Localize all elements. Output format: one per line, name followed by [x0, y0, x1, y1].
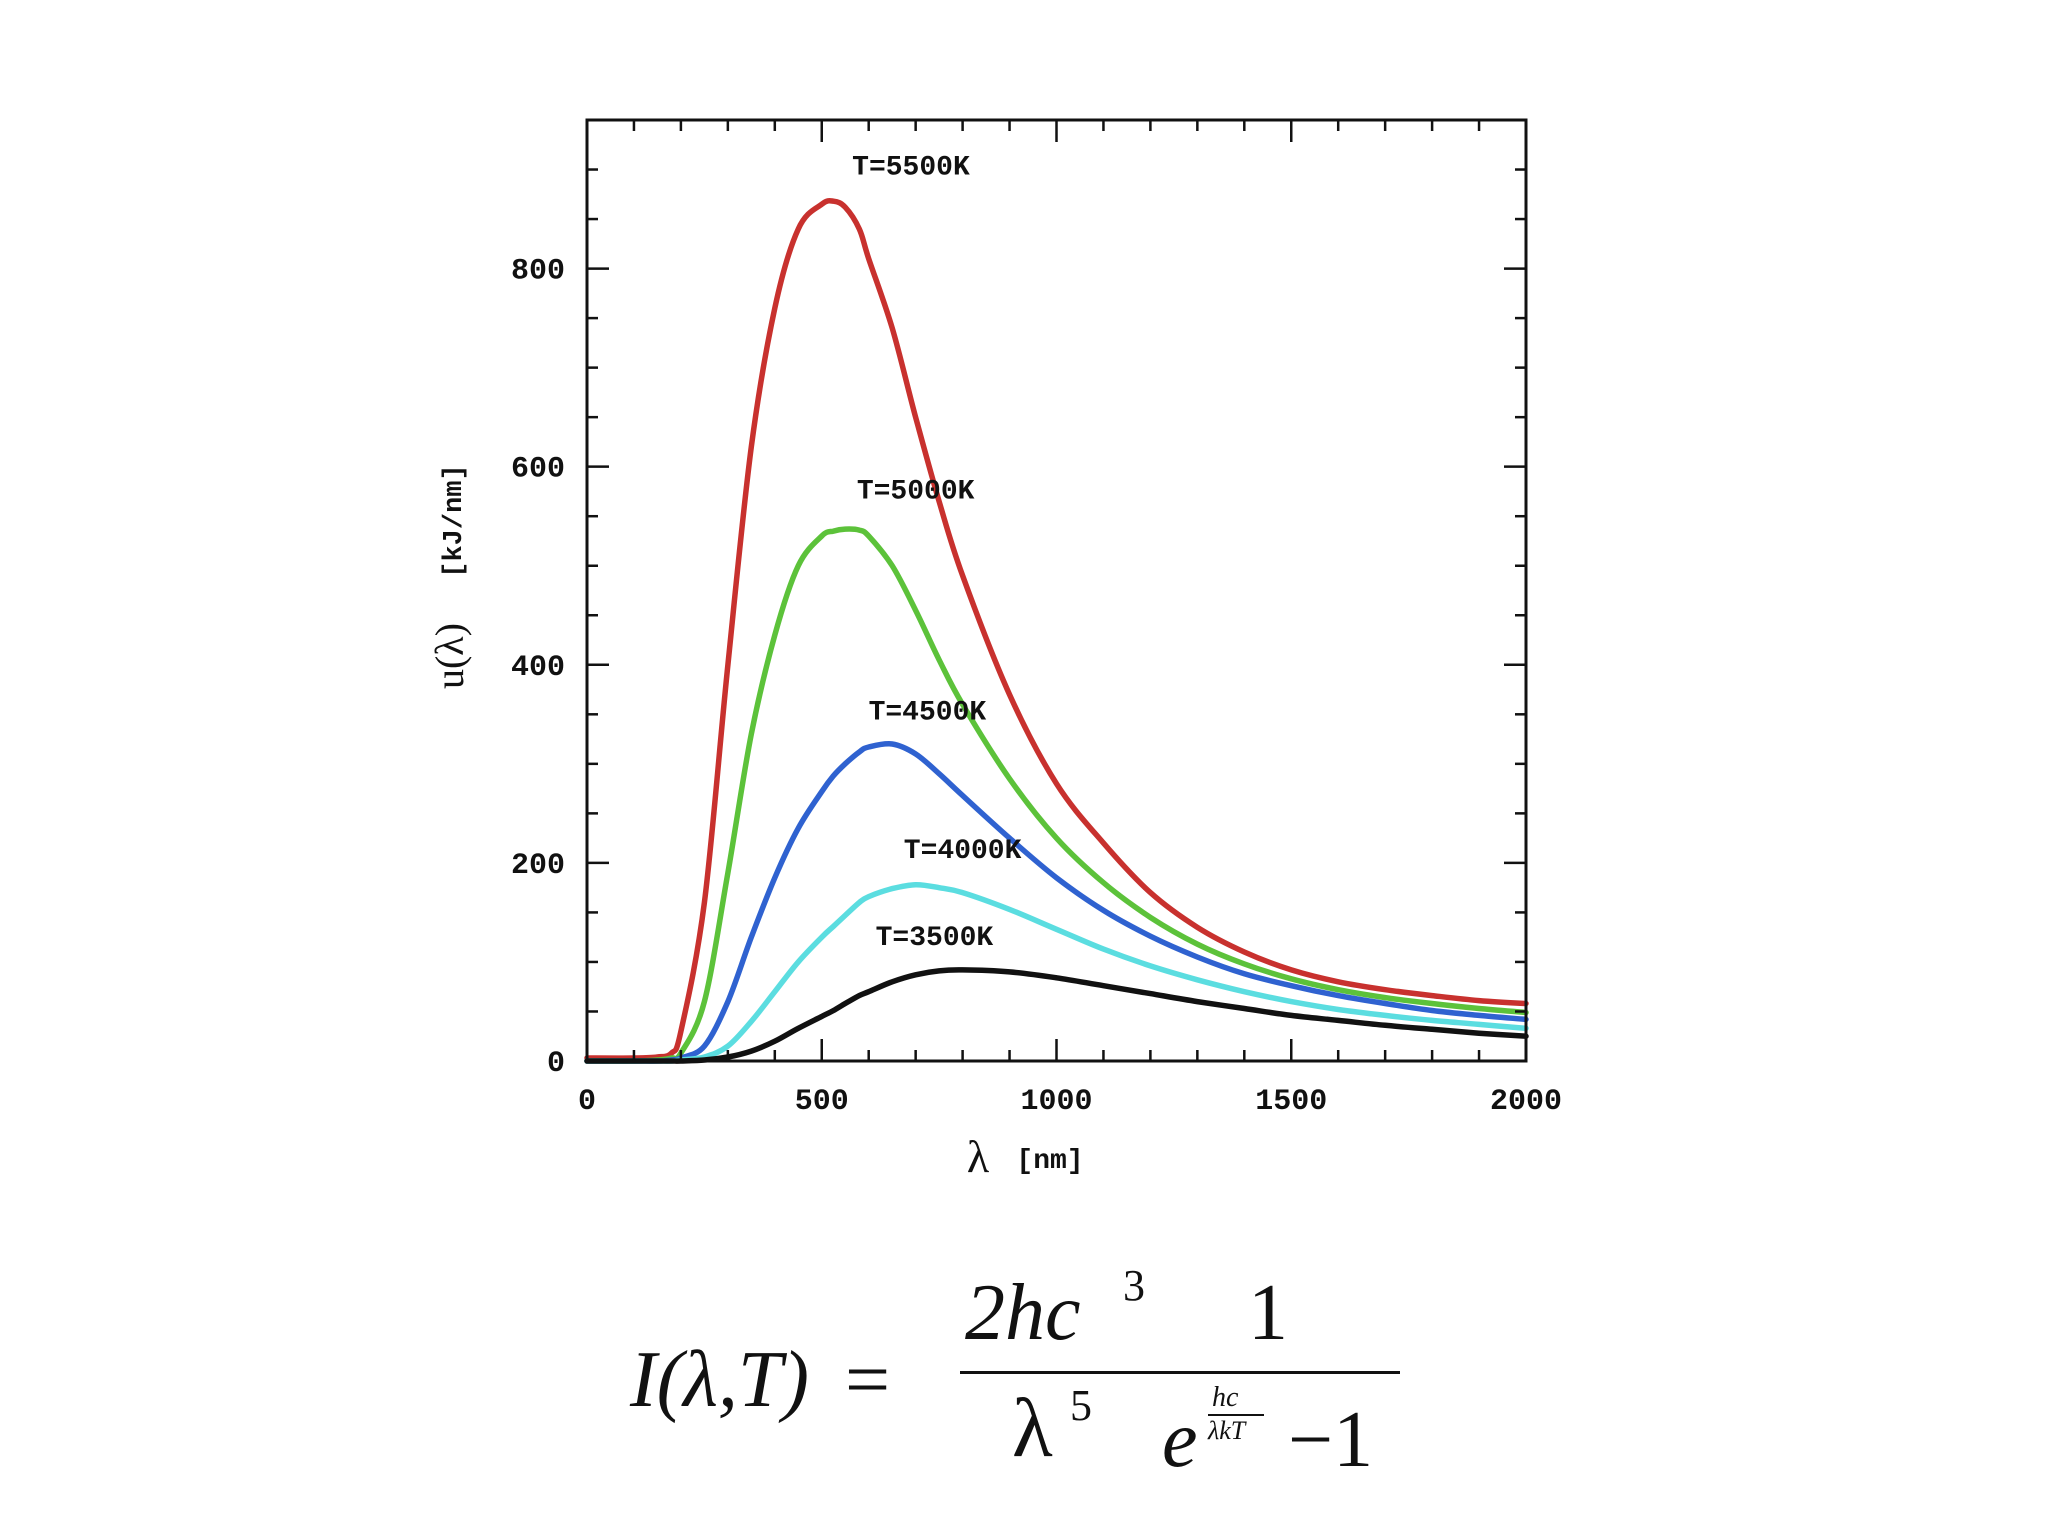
y-tick-label: 400 [511, 651, 565, 685]
x-axis-label: λ [967, 1131, 990, 1182]
y-axis-label: u(λ) [427, 623, 472, 689]
y-tick-label: 200 [511, 849, 565, 883]
y-tick-label: 800 [511, 255, 565, 289]
series-line-t-5500k [584, 197, 1529, 1061]
curve-label: T=4500K [869, 697, 987, 728]
x-tick-label: 500 [795, 1085, 849, 1119]
x-tick-label: 1000 [1020, 1085, 1092, 1119]
x-tick-label: 2000 [1490, 1085, 1562, 1119]
curve-label: T=3500K [876, 923, 994, 954]
formula-denominator-1: λ [1012, 1382, 1053, 1475]
formula-numerator-1-exponent: 3 [1123, 1261, 1145, 1310]
y-axis-unit: [kJ/nm] [440, 464, 470, 577]
series-line-t-4500k [584, 741, 1529, 1064]
formula-equals: = [845, 1336, 891, 1424]
tick-layer: 0 500 1000 1500 2000 0 200 400 600 800 [511, 120, 1562, 1119]
x-axis-unit: [nm] [1016, 1146, 1083, 1177]
exponent-fraction-bar [1208, 1414, 1264, 1416]
formula-numerator-1: 2hc [965, 1269, 1081, 1357]
curve-label: T=5000K [857, 476, 975, 507]
formula-exponent-denominator: λkT [1208, 1416, 1246, 1445]
y-tick-label: 600 [511, 453, 565, 487]
planck-formula: I(λ,T) = 2hc 3 λ 5 1 e hc λkT −1 [620, 1250, 1520, 1500]
formula-denominator-2-tail: −1 [1288, 1396, 1374, 1484]
series-line-t-5000k [584, 526, 1529, 1064]
formula-exponent-numerator: hc [1212, 1382, 1239, 1413]
formula-denominator-1-exponent: 5 [1070, 1381, 1092, 1430]
x-tick-label: 0 [578, 1085, 596, 1119]
y-tick-label: 0 [547, 1047, 565, 1081]
label-layer: T=5500K T=5000K T=4500K T=4000K T=3500K [852, 152, 1021, 954]
series-line-t-4000k [584, 881, 1529, 1064]
series-layer [584, 197, 1529, 1064]
formula-denominator-2-base: e [1162, 1396, 1198, 1484]
formula-numerator-2: 1 [1248, 1269, 1288, 1357]
curve-label: T=5500K [852, 152, 970, 183]
fraction-bar-1 [960, 1371, 1160, 1374]
formula-lhs: I(λ,T) [630, 1336, 810, 1424]
curve-label: T=4000K [904, 836, 1022, 867]
fraction-bar-2 [1158, 1371, 1400, 1374]
x-tick-label: 1500 [1255, 1085, 1327, 1119]
plot-frame [585, 118, 1528, 1063]
